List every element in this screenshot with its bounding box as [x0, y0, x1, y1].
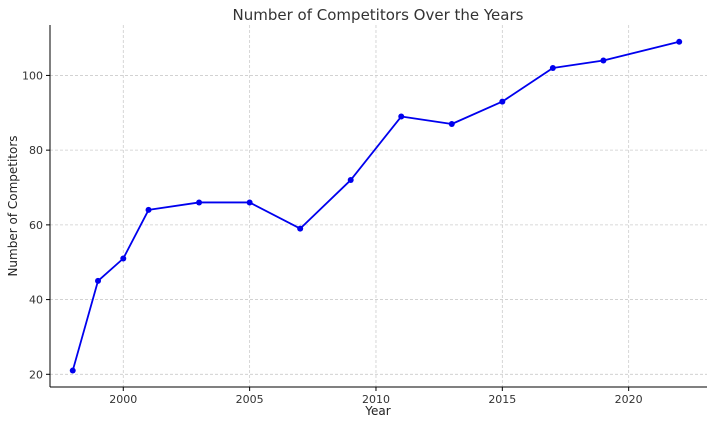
data-point	[499, 98, 506, 105]
y-tick-label: 20	[29, 368, 43, 381]
x-tick-label: 2020	[615, 393, 643, 406]
data-point	[347, 177, 354, 184]
data-point	[448, 120, 455, 127]
axes	[49, 25, 707, 388]
data-point	[145, 206, 152, 213]
data-point	[549, 64, 556, 71]
data-point	[676, 38, 683, 45]
data-point	[120, 255, 127, 262]
data-point	[246, 199, 253, 206]
x-tick-label: 2000	[109, 393, 137, 406]
y-tick-label: 60	[29, 219, 43, 232]
grid	[50, 25, 707, 387]
y-tick-label: 100	[22, 69, 43, 82]
chart-title: Number of Competitors Over the Years	[233, 6, 524, 24]
data-point	[297, 225, 304, 232]
y-tick-label: 80	[29, 144, 43, 157]
x-tick-label: 2015	[488, 393, 516, 406]
data-point	[600, 57, 607, 64]
x-tick-label: 2005	[236, 393, 264, 406]
data-point	[196, 199, 203, 206]
data-point	[95, 277, 102, 284]
data-point	[398, 113, 405, 120]
series	[69, 38, 683, 374]
y-axis-label: Number of Competitors	[6, 135, 20, 276]
x-axis-label: Year	[364, 404, 390, 418]
y-tick-label: 40	[29, 294, 43, 307]
data-point	[69, 367, 76, 374]
x-tick-label: 2010	[362, 393, 390, 406]
series-line	[71, 40, 680, 371]
